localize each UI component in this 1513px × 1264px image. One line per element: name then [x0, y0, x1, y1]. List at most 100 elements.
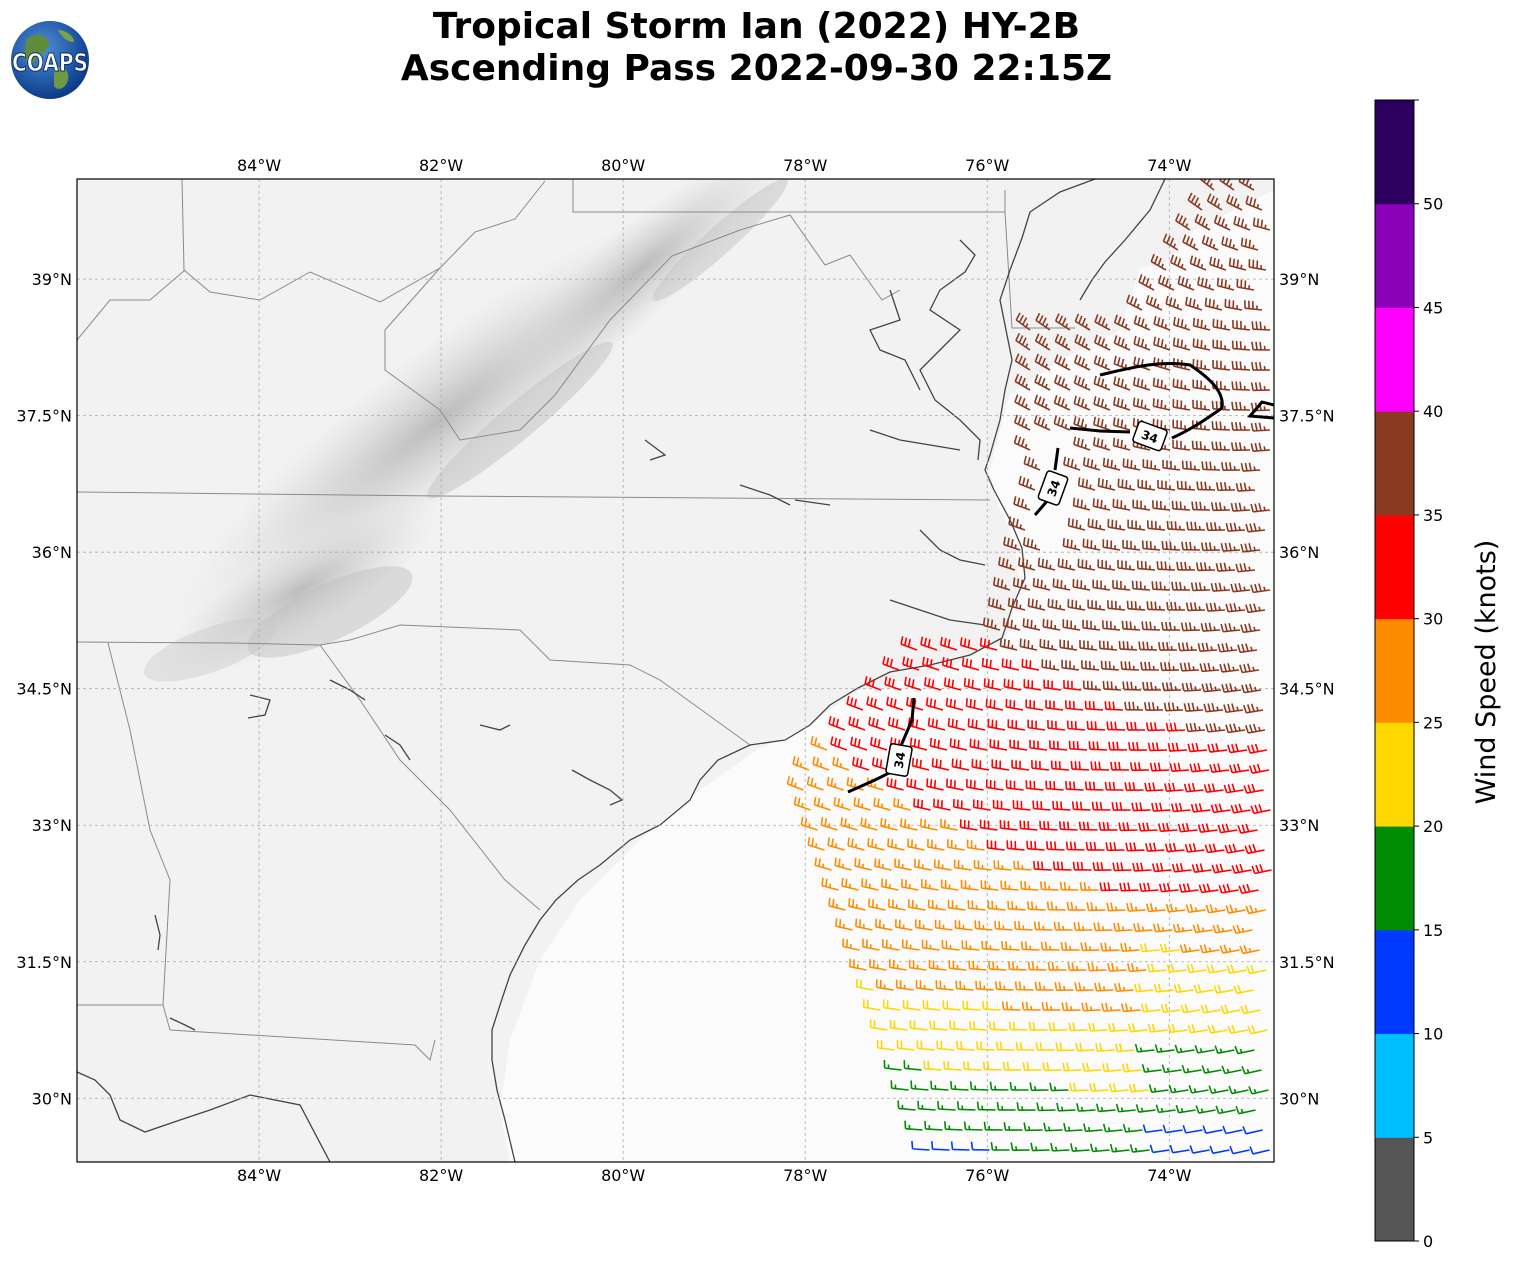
wind-barb-flag — [1125, 621, 1128, 630]
lon-tick-label-bottom: 78°W — [783, 1166, 827, 1185]
wind-barb-flag — [877, 798, 880, 807]
wind-barb-flag — [1228, 844, 1233, 853]
wind-barb — [1242, 669, 1260, 674]
wind-barb — [1054, 381, 1071, 391]
wind-barb — [992, 766, 1010, 771]
wind-barb-flag — [1060, 1106, 1064, 1111]
wind-barb-flag — [1149, 296, 1154, 305]
wind-barb — [1130, 1029, 1148, 1033]
wind-barb — [1142, 628, 1161, 631]
wind-barb-flag — [904, 819, 907, 828]
wind-barb-flag — [949, 738, 952, 747]
wind-barb — [1248, 729, 1266, 734]
wind-barb-flag — [1124, 364, 1128, 369]
wind-barb — [1227, 529, 1246, 532]
wind-barb-flag — [1208, 622, 1212, 631]
wind-barb-flag — [1101, 1003, 1105, 1012]
wind-barb-flag — [1050, 901, 1054, 910]
wind-barb-flag — [1205, 522, 1209, 531]
wind-barb — [1157, 1049, 1175, 1053]
wind-barb — [876, 986, 894, 991]
wind-barb-flag — [1030, 1005, 1033, 1010]
wind-barb-flag — [1263, 406, 1266, 411]
wind-barb-flag — [1204, 542, 1208, 551]
wind-barb-flag — [935, 719, 939, 728]
wind-barb — [1241, 244, 1259, 251]
wind-barb-flag — [886, 696, 890, 705]
wind-barb — [946, 785, 964, 791]
wind-barb — [891, 1087, 909, 1091]
wind-barb-flag — [982, 1001, 985, 1010]
wind-barb-flag — [1228, 947, 1232, 952]
wind-barb-flag — [1106, 681, 1109, 690]
wind-barb-flag — [1161, 276, 1166, 285]
wind-barb — [940, 644, 958, 651]
wind-barb — [1193, 345, 1211, 351]
wind-barb — [1096, 989, 1114, 992]
wind-barb-flag — [1165, 682, 1169, 691]
wind-barb-flag — [1151, 581, 1154, 590]
wind-barb-flag — [1237, 644, 1241, 653]
wind-barb-flag — [1094, 721, 1097, 730]
wind-barb — [993, 584, 1011, 591]
wind-barb-flag — [1021, 558, 1025, 567]
wind-barb-flag — [1225, 642, 1229, 652]
wind-barb-flag — [884, 676, 888, 685]
wind-barb — [1044, 686, 1062, 691]
wind-barb-flag — [1248, 623, 1252, 632]
wind-barb-flag — [951, 718, 954, 728]
wind-barb-flag — [902, 656, 906, 665]
wind-barb-flag — [1184, 481, 1187, 490]
wind-barb-flag — [1034, 333, 1040, 342]
wind-barb-flag — [1056, 579, 1059, 588]
wind-barb — [1237, 286, 1255, 291]
wind-barb — [1078, 566, 1096, 571]
wind-barb-flag — [1159, 1047, 1163, 1052]
wind-barb-flag — [1225, 683, 1229, 692]
wind-barb-flag — [1215, 864, 1220, 873]
wind-barb — [931, 1087, 949, 1091]
wind-barb-flag — [1151, 702, 1155, 711]
wind-barb — [835, 925, 853, 931]
wind-barb-flag — [1098, 982, 1102, 991]
wind-barb-flag — [1155, 742, 1159, 751]
wind-barb-flag — [810, 777, 814, 786]
wind-barb-flag — [1248, 239, 1252, 248]
wind-barb-flag — [1223, 586, 1226, 591]
wind-barb-flag — [852, 756, 855, 765]
wind-barb-flag — [1194, 686, 1197, 691]
wind-barb-flag — [1242, 884, 1247, 893]
wind-barb-flag — [1094, 982, 1098, 992]
wind-barb-flag — [1011, 901, 1014, 910]
wind-barb — [889, 966, 907, 971]
wind-barb-flag — [1104, 363, 1108, 369]
wind-barb-flag — [1232, 258, 1236, 267]
wind-barb — [1095, 929, 1113, 932]
wind-barb — [1043, 625, 1061, 631]
wind-barb-flag — [1149, 621, 1152, 630]
wind-barb-flag — [812, 756, 816, 765]
wind-barb-flag — [1025, 559, 1029, 568]
wind-barb-flag — [1073, 922, 1077, 931]
wind-barb-flag — [882, 656, 886, 665]
wind-barb-flag — [1142, 681, 1145, 691]
wind-barb-flag — [1018, 314, 1024, 323]
wind-barb-flag — [1115, 966, 1119, 971]
wind-barb-flag — [1120, 378, 1124, 388]
wind-barb-flag — [893, 699, 897, 708]
wind-barb — [1248, 609, 1266, 614]
wind-barb-flag — [907, 677, 911, 687]
wind-barb-flag — [1256, 763, 1261, 772]
wind-barb — [1194, 869, 1212, 874]
wind-barb — [1238, 1109, 1256, 1115]
wind-barb-flag — [864, 818, 867, 827]
wind-barb-flag — [989, 1081, 993, 1090]
wind-barb-flag — [1018, 921, 1021, 930]
wind-barb — [1103, 465, 1121, 471]
wind-barb-flag — [1095, 906, 1098, 911]
wind-barb — [908, 724, 926, 731]
wind-barb-flag — [1096, 438, 1100, 447]
wind-barb-flag — [1063, 986, 1066, 991]
wind-barb-flag — [878, 859, 881, 868]
